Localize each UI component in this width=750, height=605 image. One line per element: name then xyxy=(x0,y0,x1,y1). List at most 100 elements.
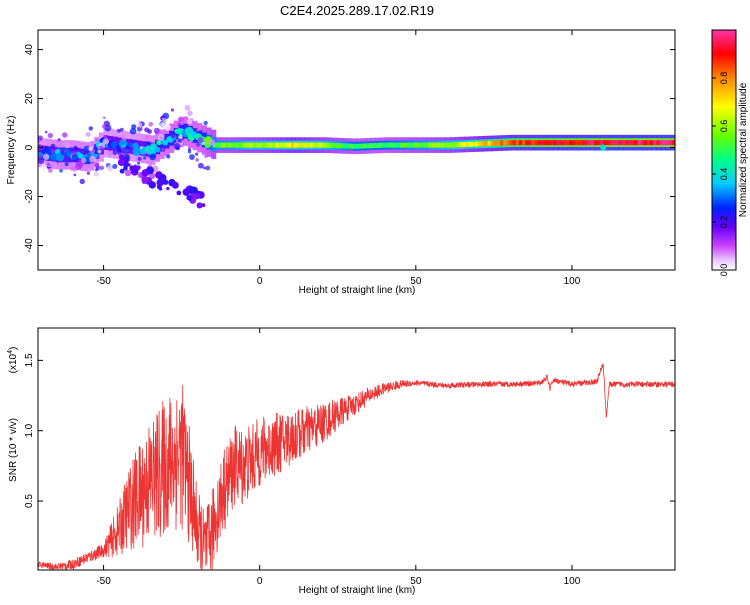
spectrogram-noise-point xyxy=(106,164,114,172)
spectrogram-ridge-cell xyxy=(422,142,426,148)
spectrogram-ridge-cell xyxy=(262,142,267,148)
spectrogram-ridge-cell xyxy=(300,142,304,148)
spectrogram-ridge-cell xyxy=(275,142,279,148)
snr-x-tick-label: 100 xyxy=(564,576,581,587)
spectrogram-branch-point xyxy=(123,165,128,171)
snr-y-tick-label: 1.0 xyxy=(24,423,35,437)
spectrogram-ridge-cell xyxy=(381,142,385,148)
spectrogram-ridge-cell xyxy=(378,142,382,148)
spectrogram-ridge-cell xyxy=(671,140,675,146)
spectrogram-noise-point xyxy=(120,147,128,154)
spectrogram-ridge-cell xyxy=(506,140,510,146)
spectrogram-ridge-point xyxy=(128,142,134,148)
spectrogram-ridge-cell xyxy=(334,143,339,149)
spectrogram-noise-point xyxy=(63,141,71,149)
spectrogram-ridge-cell xyxy=(250,142,254,148)
snr-ticks: -50 0 50 100 0.5 1.0 1.5 xyxy=(24,328,675,587)
snr-x-tick-label: 50 xyxy=(410,576,422,587)
spectrogram-noise-point xyxy=(161,147,165,151)
spectrogram-branch-point xyxy=(156,184,162,190)
spectrogram-ridge-cell xyxy=(490,140,495,146)
spectrogram-ridge-cell xyxy=(646,140,651,146)
spectrogram-content xyxy=(38,104,680,209)
spectrogram-ridge-cell xyxy=(531,140,535,146)
snr-panel: -50 0 50 100 0.5 1.0 1.5 Height of straight li… xyxy=(7,327,676,596)
spectrogram-ridge-cell xyxy=(256,142,261,148)
spectrogram-noise-point xyxy=(146,140,150,145)
spectrogram-noise-point xyxy=(177,122,182,127)
spectrogram-noise-point xyxy=(50,149,55,154)
spectrogram-ridge-cell xyxy=(581,140,585,146)
spectrogram-ridge-cell xyxy=(612,140,616,146)
spectrogram-noise-point xyxy=(157,134,165,141)
spectrogram-noise-point xyxy=(178,116,184,122)
spectrogram-ridge-cell xyxy=(431,142,435,148)
spectrogram-noise-point xyxy=(95,138,98,141)
spectrogram-branch-point xyxy=(119,168,125,174)
spectrogram-noise-point xyxy=(88,126,93,131)
spectrogram-ridge-cell xyxy=(425,142,429,148)
spectrogram-branch-point xyxy=(171,181,179,189)
spectrogram-ridge-cell xyxy=(593,140,598,146)
spectrogram-ridge-cell xyxy=(231,142,236,148)
spectrogram-noise-point xyxy=(46,162,51,167)
spectrogram-ridge-cell xyxy=(481,141,485,147)
spectrogram-noise-point xyxy=(38,138,41,144)
spectrogram-ridge-cell xyxy=(312,142,317,148)
spectrogram-ridge-cell xyxy=(650,140,654,146)
spectrogram-ridge-cell xyxy=(590,140,595,146)
spectrogram-ridge-cell xyxy=(447,142,451,148)
spectrogram-noise-point xyxy=(83,145,91,153)
spectrogram-noise-point xyxy=(137,122,143,128)
spectrogram-noise-point xyxy=(99,165,105,171)
spectrogram-x-axis-label: Height of straight line (km) xyxy=(299,285,416,296)
spectrogram-noise-point xyxy=(54,159,58,162)
spectrogram-ridge-cell xyxy=(628,140,632,146)
spectrogram-noise-point xyxy=(117,128,121,133)
spectrogram-ridge-cell xyxy=(269,142,273,148)
spectrogram-noise-point xyxy=(184,104,191,111)
spectrogram-noise-point xyxy=(196,129,199,132)
spectrogram-noise-point xyxy=(109,146,112,150)
spectrogram-ridge-cell xyxy=(521,140,526,146)
spectrogram-ridge-cell xyxy=(340,143,345,149)
spectrogram-ridge-cell xyxy=(287,142,292,148)
spectrogram-ridge-cell xyxy=(643,140,648,146)
spectrogram-branch-point xyxy=(166,186,170,191)
spectrogram-noise-point xyxy=(44,130,48,134)
snr-content xyxy=(38,363,675,570)
spectrogram-noise-point xyxy=(129,127,137,135)
spectrogram-noise-point xyxy=(124,134,129,139)
spectrogram-branch-point xyxy=(118,154,124,160)
spectrogram-ridge-cell xyxy=(434,142,438,148)
spectrogram-ridge-cell xyxy=(390,142,395,148)
spectrogram-noise-point xyxy=(112,150,118,155)
spectrogram-ridge-cell xyxy=(615,140,620,146)
spectrogram-noise-point xyxy=(40,164,48,172)
spectrogram-noise-point xyxy=(48,168,53,173)
spectrogram-halo-cell xyxy=(675,135,680,151)
spectrogram-ridge-cell xyxy=(493,140,498,146)
spectrogram-noise-point xyxy=(195,158,199,162)
spectrogram-noise-point xyxy=(194,152,199,156)
spectrogram-ridge-cell xyxy=(234,142,239,148)
spectrogram-ridge-cell xyxy=(665,140,670,146)
spectrogram-ridge-cell xyxy=(656,140,660,146)
spectrogram-noise-point xyxy=(61,132,68,138)
spectrogram-ridge-cell xyxy=(303,142,307,148)
spectrogram-noise-point xyxy=(137,156,142,161)
colorbar-tick-label: 0.6 xyxy=(719,120,729,133)
spectrogram-noise-point xyxy=(79,178,85,185)
spectrogram-ridge-cell xyxy=(675,140,678,145)
spectrogram-noise-point xyxy=(112,163,118,170)
spectrogram-noise-point xyxy=(73,173,77,177)
spectrogram-noise-point xyxy=(143,137,147,141)
spectrogram-ridge-cell xyxy=(331,142,335,148)
spectrogram-noise-point xyxy=(171,134,176,139)
spectrogram-ridge-cell xyxy=(478,141,482,147)
spectrogram-ridge-cell xyxy=(325,142,329,148)
spectrogram-noise-point xyxy=(102,123,107,129)
spectrogram-frame xyxy=(37,29,676,271)
